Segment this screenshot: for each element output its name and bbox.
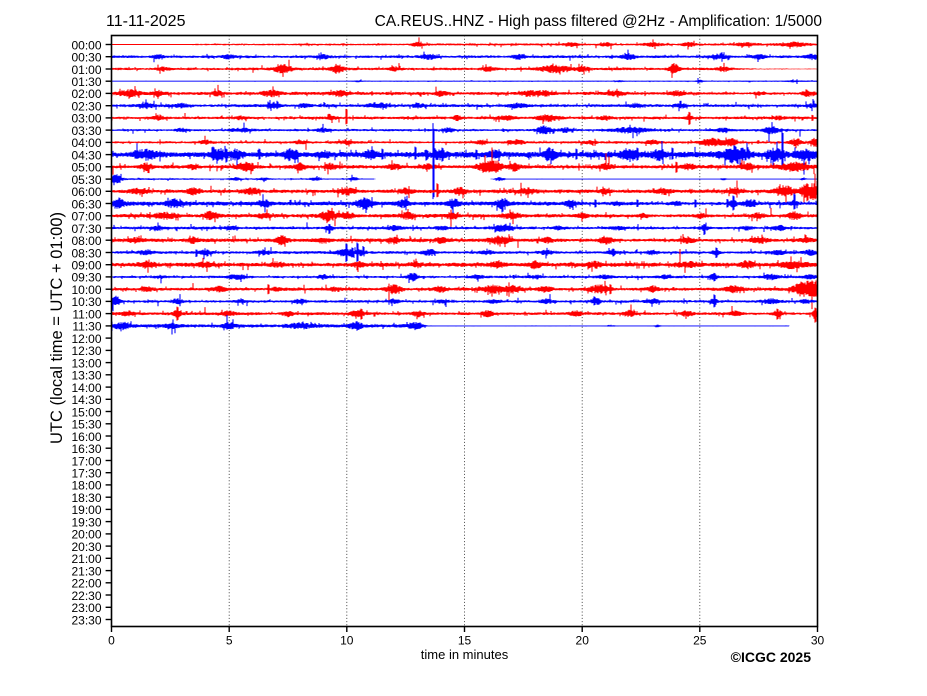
svg-text:11:00: 11:00	[72, 307, 101, 321]
svg-text:30: 30	[811, 634, 825, 648]
svg-text:23:00: 23:00	[71, 601, 101, 615]
svg-text:09:30: 09:30	[71, 271, 101, 285]
svg-text:21:00: 21:00	[71, 552, 101, 566]
svg-text:01:00: 01:00	[71, 63, 101, 77]
svg-text:01:30: 01:30	[71, 75, 101, 89]
svg-text:08:00: 08:00	[71, 234, 101, 248]
svg-text:12:00: 12:00	[71, 332, 101, 346]
svg-text:06:00: 06:00	[71, 185, 101, 199]
svg-text:09:00: 09:00	[71, 259, 101, 273]
svg-text:15:30: 15:30	[71, 418, 101, 432]
svg-text:UTC (local time = UTC + 01:00): UTC (local time = UTC + 01:00)	[48, 212, 66, 444]
svg-text:04:30: 04:30	[71, 148, 101, 162]
svg-text:05:30: 05:30	[71, 173, 101, 187]
svg-text:25: 25	[693, 634, 707, 648]
svg-text:23:30: 23:30	[71, 613, 101, 627]
svg-text:02:00: 02:00	[71, 87, 101, 101]
svg-text:04:00: 04:00	[71, 136, 101, 150]
svg-text:10: 10	[340, 634, 354, 648]
svg-text:15: 15	[458, 634, 472, 648]
svg-text:06:30: 06:30	[71, 197, 101, 211]
svg-text:©ICGC 2025: ©ICGC 2025	[731, 649, 812, 665]
svg-text:12:30: 12:30	[71, 344, 101, 358]
svg-text:13:00: 13:00	[71, 356, 101, 370]
svg-text:20: 20	[576, 634, 590, 648]
svg-text:17:00: 17:00	[71, 454, 101, 468]
svg-text:10:30: 10:30	[71, 295, 101, 309]
svg-text:22:30: 22:30	[71, 589, 101, 603]
svg-text:07:00: 07:00	[71, 210, 101, 224]
svg-text:16:00: 16:00	[71, 430, 101, 444]
svg-text:02:30: 02:30	[71, 100, 101, 114]
svg-text:11:30: 11:30	[72, 320, 101, 334]
svg-text:10:00: 10:00	[71, 283, 101, 297]
svg-text:16:30: 16:30	[71, 442, 101, 456]
svg-text:20:30: 20:30	[71, 540, 101, 554]
svg-text:5: 5	[226, 634, 233, 648]
svg-text:17:30: 17:30	[71, 467, 101, 481]
svg-text:03:00: 03:00	[71, 112, 101, 126]
svg-text:19:00: 19:00	[71, 503, 101, 517]
svg-text:19:30: 19:30	[71, 515, 101, 529]
svg-text:03:30: 03:30	[71, 124, 101, 138]
svg-text:18:30: 18:30	[71, 491, 101, 505]
svg-text:05:00: 05:00	[71, 161, 101, 175]
svg-text:07:30: 07:30	[71, 222, 101, 236]
svg-text:13:30: 13:30	[71, 369, 101, 383]
svg-text:15:00: 15:00	[71, 405, 101, 419]
svg-text:08:30: 08:30	[71, 246, 101, 260]
svg-text:14:30: 14:30	[71, 393, 101, 407]
svg-text:CA.REUS..HNZ - High pass filte: CA.REUS..HNZ - High pass filtered @2Hz -…	[375, 13, 823, 30]
svg-text:00:30: 00:30	[71, 51, 101, 65]
svg-text:20:00: 20:00	[71, 528, 101, 542]
svg-text:11-11-2025: 11-11-2025	[106, 13, 186, 30]
svg-text:0: 0	[108, 634, 115, 648]
svg-text:14:00: 14:00	[71, 381, 101, 395]
svg-text:00:00: 00:00	[71, 38, 101, 52]
svg-text:22:00: 22:00	[71, 577, 101, 591]
svg-text:time in minutes: time in minutes	[421, 647, 509, 662]
svg-text:21:30: 21:30	[71, 564, 101, 578]
svg-text:18:00: 18:00	[71, 479, 101, 493]
